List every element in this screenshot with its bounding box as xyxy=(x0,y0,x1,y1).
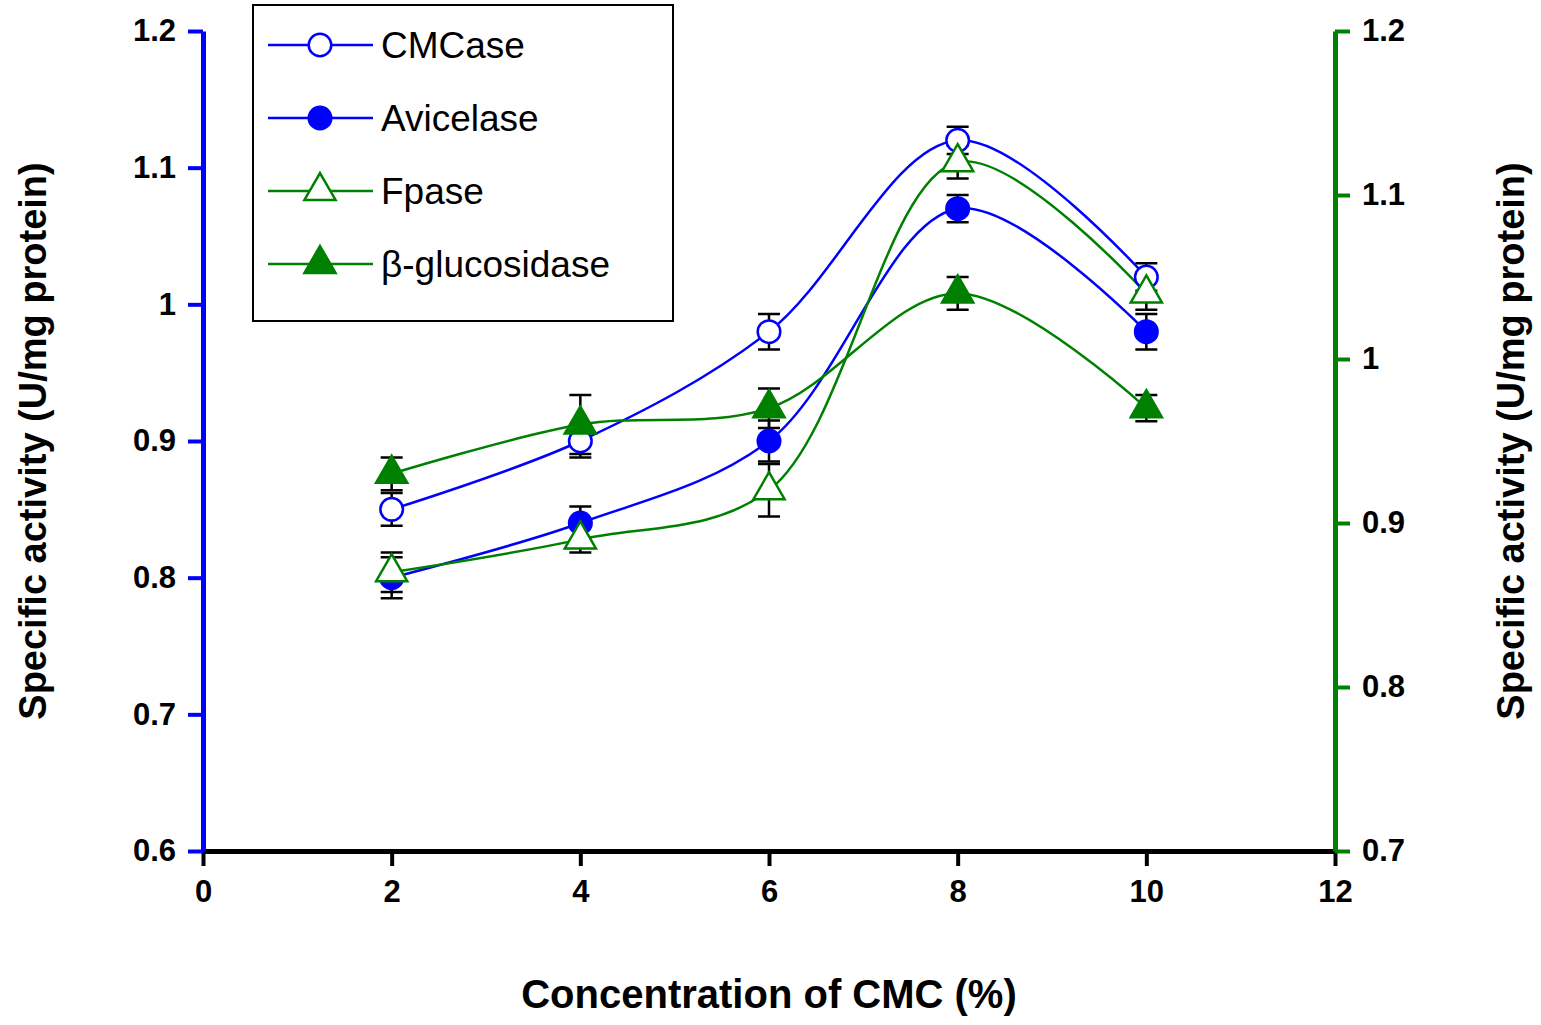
error-bar xyxy=(947,195,969,222)
legend-marker xyxy=(309,107,332,130)
tick-label: 10 xyxy=(1130,874,1164,909)
tick-mark xyxy=(1335,522,1350,526)
tick-mark xyxy=(188,303,203,307)
point xyxy=(942,275,973,302)
tick: 10 xyxy=(1130,851,1164,909)
tick-mark xyxy=(188,440,203,444)
tick: 1 xyxy=(159,287,203,322)
tick-mark xyxy=(1335,194,1350,198)
point xyxy=(758,320,781,343)
point xyxy=(565,521,596,548)
tick-label: 1.1 xyxy=(133,150,176,185)
tick-mark xyxy=(1335,850,1350,854)
legend-label: Avicelase xyxy=(381,98,539,139)
tick: 12 xyxy=(1318,851,1352,909)
tick-mark xyxy=(188,576,203,580)
legend-marker xyxy=(304,246,335,273)
point xyxy=(758,430,781,453)
legend-label: Fpase xyxy=(381,171,484,212)
tick-label: 1 xyxy=(1362,341,1379,376)
point xyxy=(1135,320,1158,343)
y2-axis-title: Specific activity (U/mg protein) xyxy=(1490,162,1532,719)
tick-label: 0.8 xyxy=(1362,669,1405,704)
tick: 0.7 xyxy=(1335,833,1405,868)
tick: 0.8 xyxy=(1335,669,1405,704)
tick-label: 2 xyxy=(384,874,401,909)
tick-mark xyxy=(1145,851,1149,866)
x-axis-title: Concentration of CMC (%) xyxy=(521,972,1017,1016)
tick-label: 0.7 xyxy=(133,697,176,732)
tick-label: 0 xyxy=(195,874,212,909)
tick-label: 0.9 xyxy=(1362,505,1405,540)
legend-box xyxy=(253,5,673,321)
tick: 0.8 xyxy=(133,560,203,595)
tick: 1 xyxy=(1335,341,1379,376)
point xyxy=(1131,390,1162,417)
legend-label: CMCase xyxy=(381,25,525,66)
legend-marker xyxy=(309,34,332,57)
error-bar xyxy=(758,314,780,350)
tick-label: 6 xyxy=(761,874,778,909)
legend-marker xyxy=(304,173,335,200)
tick-mark xyxy=(188,30,203,34)
legend: CMCase Avicelase Fpase β-glucosidase xyxy=(253,5,673,321)
point xyxy=(946,197,969,220)
tick: 1.1 xyxy=(1335,177,1405,212)
tick-mark xyxy=(579,851,583,866)
y-axis: 0.6 0.7 0.8 0.9 1 1.1 1.2 xyxy=(133,13,204,868)
tick: 8 xyxy=(950,851,967,909)
tick: 1.2 xyxy=(1335,13,1405,48)
tick-mark xyxy=(1335,30,1350,34)
tick-label: 1.2 xyxy=(1362,13,1405,48)
tick: 0.9 xyxy=(133,423,203,458)
chart: 0 2 4 6 8 10 12 0.6 0.7 0.8 0.9 1 1.1 1.2 0.7 0.8 0.9 1 1.… xyxy=(0,0,1541,1025)
tick: 1.2 xyxy=(133,13,203,48)
tick-mark xyxy=(390,851,394,866)
tick-label: 0.7 xyxy=(1362,833,1405,868)
tick: 0.9 xyxy=(1335,505,1405,540)
tick-label: 8 xyxy=(950,874,967,909)
tick-label: 0.6 xyxy=(133,833,176,868)
tick-mark xyxy=(956,851,960,866)
point xyxy=(376,554,407,581)
tick: 1.1 xyxy=(133,150,203,185)
tick-label: 4 xyxy=(572,874,590,909)
tick: 0.6 xyxy=(133,833,203,868)
tick: 6 xyxy=(761,851,778,909)
y-axis-title: Specific activity (U/mg protein) xyxy=(12,162,54,719)
y2-axis: 0.7 0.8 0.9 1 1.1 1.2 xyxy=(1335,13,1405,868)
point xyxy=(376,456,407,483)
tick-label: 1 xyxy=(159,287,176,322)
error-bar xyxy=(1135,314,1157,350)
error-bar xyxy=(381,493,403,526)
tick-label: 1.2 xyxy=(133,13,176,48)
point xyxy=(1131,275,1162,302)
tick-mark xyxy=(1335,358,1350,362)
point xyxy=(380,498,403,521)
x-axis: 0 2 4 6 8 10 12 xyxy=(195,851,1353,909)
axis-line xyxy=(1333,32,1338,852)
tick-label: 0.9 xyxy=(133,423,176,458)
tick: 4 xyxy=(572,851,590,909)
tick: 0.7 xyxy=(133,697,203,732)
legend-label: β-glucosidase xyxy=(381,244,610,285)
tick-label: 12 xyxy=(1318,874,1352,909)
tick-mark xyxy=(188,850,203,854)
tick: 2 xyxy=(384,851,401,909)
point xyxy=(565,407,596,434)
tick-mark xyxy=(1335,686,1350,690)
tick-label: 1.1 xyxy=(1362,177,1405,212)
tick-label: 0.8 xyxy=(133,560,176,595)
tick-mark xyxy=(188,713,203,717)
tick-mark xyxy=(768,851,772,866)
tick: 0 xyxy=(195,851,212,909)
tick-mark xyxy=(188,166,203,170)
point xyxy=(753,472,784,499)
point xyxy=(942,144,973,171)
point xyxy=(753,390,784,417)
